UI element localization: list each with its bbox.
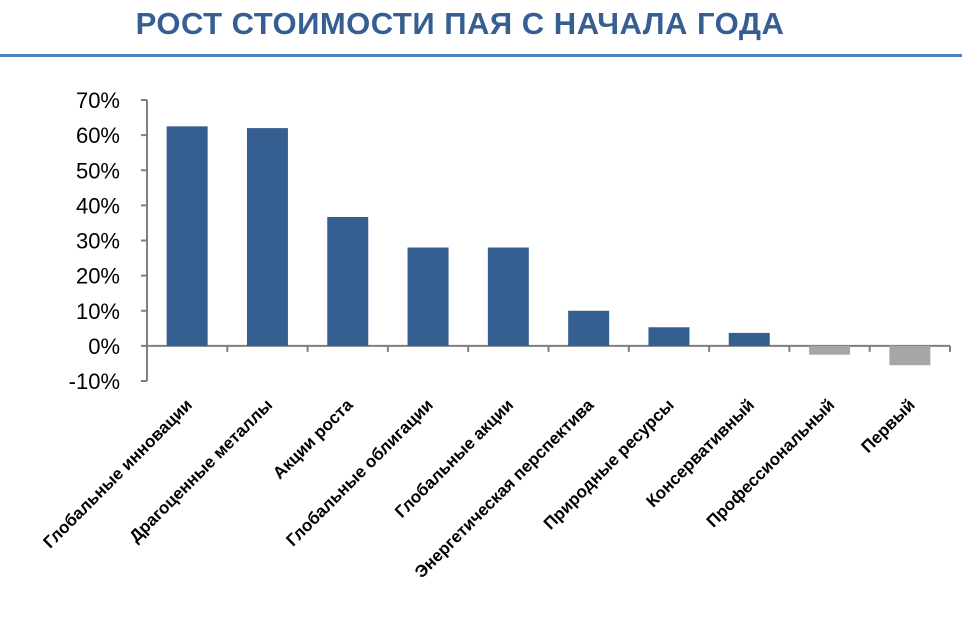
y-tick-label: -10% (69, 369, 120, 394)
title-underline (0, 54, 962, 57)
category-label: Глобальные инновации (39, 395, 196, 552)
chart-title: РОСТ СТОИМОСТИ ПАЯ С НАЧАЛА ГОДА (135, 6, 785, 41)
bar (889, 345, 931, 366)
y-tick-label: 30% (76, 229, 120, 254)
bar (327, 216, 369, 346)
bar (728, 332, 770, 346)
category-label: Энергетическая перспектива (411, 395, 598, 582)
y-axis: 70% 60% 50% 40% 30% 20% 10% 0% -10% (69, 88, 148, 394)
bar (166, 126, 208, 346)
bar (246, 128, 288, 346)
bar (487, 247, 529, 346)
y-tick-label: 10% (76, 299, 120, 324)
category-label: Глобальные облигации (282, 395, 437, 550)
bar (809, 345, 851, 355)
y-tick-label: 0% (88, 334, 120, 359)
y-tick-label: 50% (76, 158, 120, 183)
category-label: Акции роста (269, 395, 357, 483)
category-label: Драгоценные металлы (126, 395, 277, 546)
y-tick-label: 40% (76, 193, 120, 218)
bars (166, 126, 931, 366)
bar (407, 247, 449, 346)
bar (648, 327, 690, 346)
y-tick-label: 70% (76, 88, 120, 113)
bar (568, 310, 610, 346)
category-label: Природные ресурсы (540, 395, 678, 533)
y-tick-label: 60% (76, 123, 120, 148)
y-tick-label: 20% (76, 264, 120, 289)
category-label: Первый (858, 395, 919, 456)
